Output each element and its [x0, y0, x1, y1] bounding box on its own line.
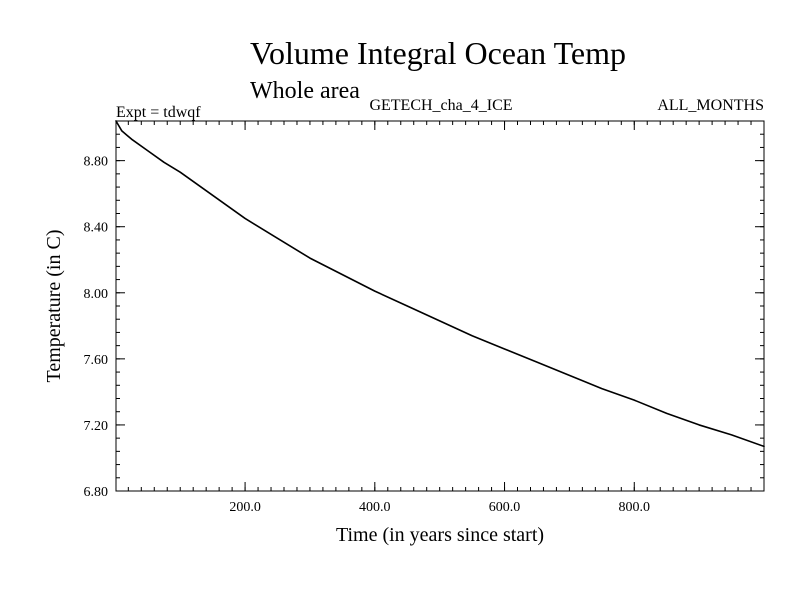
y-tick-label: 7.20 — [84, 419, 109, 434]
x-axis-label: Time (in years since start) — [336, 524, 544, 546]
y-tick-label: 7.60 — [84, 353, 109, 368]
experiment-label: Expt = tdwqf — [116, 104, 201, 121]
temperature-series-line — [115, 120, 765, 448]
chart-title: Volume Integral Ocean Temp — [250, 35, 626, 71]
run-id-label: GETECH_cha_4_ICE — [369, 97, 512, 114]
y-tick-label: 8.00 — [84, 287, 109, 302]
x-tick-label: 800.0 — [619, 500, 651, 515]
months-label: ALL_MONTHS — [657, 97, 764, 114]
x-tick-label: 400.0 — [359, 500, 391, 515]
x-tick-label: 200.0 — [229, 500, 261, 515]
chart-subtitle: Whole area — [250, 78, 360, 104]
y-tick-label: 8.40 — [84, 221, 109, 236]
y-axis-label: Temperature (in C) — [43, 230, 65, 383]
plot-area: 200.0 400.0 600.0 800.0 6.80 7.20 7.60 8.00 8.40… — [84, 120, 765, 515]
plot-frame — [115, 120, 765, 492]
y-tick-label: 6.80 — [84, 485, 109, 500]
x-tick-label: 600.0 — [489, 500, 521, 515]
y-tick-label: 8.80 — [84, 155, 109, 170]
